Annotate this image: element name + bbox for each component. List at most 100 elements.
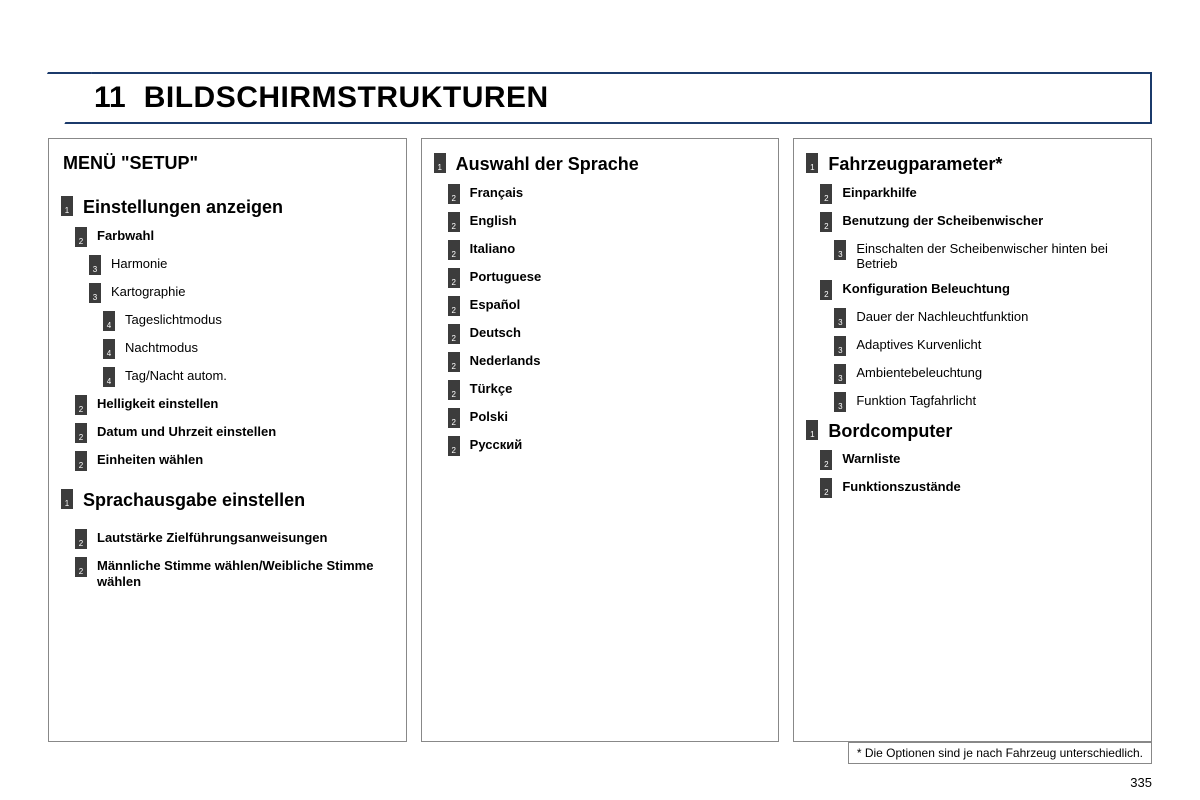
level-marker: 2 <box>75 423 87 443</box>
chapter-number: 11 <box>94 81 126 115</box>
level-marker: 3 <box>834 364 846 384</box>
menu-item: 2 Funktionszustände <box>806 478 1139 498</box>
level-marker: 2 <box>820 450 832 470</box>
menu-item: 2Männliche Stimme wählen/Weibliche Stimm… <box>61 557 394 589</box>
menu-item: 2Farbwahl <box>61 227 394 247</box>
level-marker: 2 <box>448 352 460 372</box>
menu-item: 2 English <box>434 212 767 232</box>
chapter-title: BILDSCHIRMSTRUKTUREN <box>144 81 549 115</box>
menu-item: 1Sprachausgabe einstellen <box>61 489 394 512</box>
menu-item-label: Harmonie <box>111 255 167 272</box>
menu-item-label: Русский <box>470 436 523 453</box>
menu-item-label: Warnliste <box>842 450 900 467</box>
menu-item-label: Datum und Uhrzeit einstellen <box>97 423 276 440</box>
menu-item: 1Bordcomputer <box>806 420 1139 443</box>
menu-item: 3 Harmonie <box>61 255 394 275</box>
menu-column: 1 Fahrzeugparameter* 2 Einparkhilfe 2 Benutzu… <box>793 138 1152 742</box>
menu-item-label: Italiano <box>470 240 516 257</box>
menu-item-label: Einparkhilfe <box>842 184 916 201</box>
page-header: 11 BILDSCHIRMSTRUKTUREN <box>48 72 1152 124</box>
menu-item-label: Dauer der Nachleuchtfunktion <box>856 308 1028 325</box>
menu-item-label: Lautstärke Zielführungsanweisungen <box>97 529 327 546</box>
menu-item: 2 Datum und Uhrzeit einstellen <box>61 423 394 443</box>
menu-item-label: Funktionszustände <box>842 478 960 495</box>
menu-item-label: Español <box>470 296 521 313</box>
menu-item-label: Français <box>470 184 523 201</box>
menu-item: 4 Nachtmodus <box>61 339 394 359</box>
menu-item: 2 Einheiten wählen <box>61 451 394 471</box>
level-marker: 2 <box>448 240 460 260</box>
level-marker: 2 <box>820 280 832 300</box>
menu-item: 2 Benutzung der Scheibenwischer <box>806 212 1139 232</box>
level-marker: 1 <box>806 153 818 173</box>
level-marker: 2 <box>448 184 460 204</box>
level-marker: 3 <box>89 255 101 275</box>
menu-item: 4 Tageslichtmodus <box>61 311 394 331</box>
level-marker: 4 <box>103 311 115 331</box>
level-marker: 2 <box>448 212 460 232</box>
menu-column: MENÜ "SETUP" 1 Einstellungen anzeigen 2Farb… <box>48 138 407 742</box>
menu-item: 2 Portuguese <box>434 268 767 288</box>
page-number: 335 <box>1130 775 1152 790</box>
menu-item: 2 Lautstärke Zielführungsanweisungen <box>61 529 394 549</box>
level-marker: 3 <box>834 240 846 260</box>
level-marker: 4 <box>103 339 115 359</box>
menu-item: 1 Einstellungen anzeigen <box>61 196 394 219</box>
menu-item: 3 Dauer der Nachleuchtfunktion <box>806 308 1139 328</box>
menu-item: 2Helligkeit einstellen <box>61 395 394 415</box>
menu-item-label: Deutsch <box>470 324 521 341</box>
menu-item-label: Polski <box>470 408 508 425</box>
menu-item: 3 Kartographie <box>61 283 394 303</box>
menu-item: 2 Konfiguration Beleuchtung <box>806 280 1139 300</box>
menu-item-label: Konfiguration Beleuchtung <box>842 280 1010 297</box>
menu-item-label: Einschalten der Scheibenwischer hinten b… <box>856 240 1139 272</box>
menu-item-label: Kartographie <box>111 283 185 300</box>
menu-item: 2Español <box>434 296 767 316</box>
menu-item: 1 Auswahl der Sprache <box>434 153 767 176</box>
footnote: * Die Optionen sind je nach Fahrzeug unt… <box>848 742 1152 764</box>
menu-item-label: Einheiten wählen <box>97 451 203 468</box>
level-marker: 2 <box>820 212 832 232</box>
menu-item-label: Männliche Stimme wählen/Weibliche Stimme… <box>97 557 394 589</box>
menu-item-label: Nachtmodus <box>125 339 198 356</box>
menu-item-label: Fahrzeugparameter* <box>828 153 1002 176</box>
menu-item: 2 Русский <box>434 436 767 456</box>
level-marker: 2 <box>448 408 460 428</box>
level-marker: 2 <box>448 436 460 456</box>
menu-item-label: Tageslichtmodus <box>125 311 222 328</box>
level-marker: 2 <box>820 184 832 204</box>
level-marker: 2 <box>75 451 87 471</box>
menu-item-label: Portuguese <box>470 268 542 285</box>
menu-item: 2 Français <box>434 184 767 204</box>
level-marker: 2 <box>75 395 87 415</box>
level-marker: 2 <box>448 380 460 400</box>
menu-item-label: English <box>470 212 517 229</box>
menu-item-label: Adaptives Kurvenlicht <box>856 336 981 353</box>
menu-column: 1 Auswahl der Sprache 2 Français 2 English 2 It… <box>421 138 780 742</box>
level-marker: 2 <box>75 529 87 549</box>
level-marker: 3 <box>834 308 846 328</box>
level-marker: 2 <box>448 268 460 288</box>
columns-container: MENÜ "SETUP" 1 Einstellungen anzeigen 2Farb… <box>48 138 1152 742</box>
menu-item: 2 Warnliste <box>806 450 1139 470</box>
menu-item: 2Nederlands <box>434 352 767 372</box>
level-marker: 1 <box>61 489 73 509</box>
menu-item: 1 Fahrzeugparameter* <box>806 153 1139 176</box>
level-marker: 2 <box>820 478 832 498</box>
menu-item-label: Tag/Nacht autom. <box>125 367 227 384</box>
menu-item-label: Auswahl der Sprache <box>456 153 639 176</box>
menu-item: 3Adaptives Kurvenlicht <box>806 336 1139 356</box>
level-marker: 1 <box>434 153 446 173</box>
menu-item: 2 Polski <box>434 408 767 428</box>
level-marker: 1 <box>61 196 73 216</box>
column-super-title: MENÜ "SETUP" <box>63 153 394 174</box>
menu-item: 2 Deutsch <box>434 324 767 344</box>
level-marker: 3 <box>89 283 101 303</box>
menu-item-label: Benutzung der Scheibenwischer <box>842 212 1043 229</box>
menu-item: 4Tag/Nacht autom. <box>61 367 394 387</box>
menu-item: 2 Italiano <box>434 240 767 260</box>
menu-item: 2Türkçe <box>434 380 767 400</box>
menu-item-label: Einstellungen anzeigen <box>83 196 283 219</box>
level-marker: 2 <box>448 324 460 344</box>
level-marker: 2 <box>75 227 87 247</box>
